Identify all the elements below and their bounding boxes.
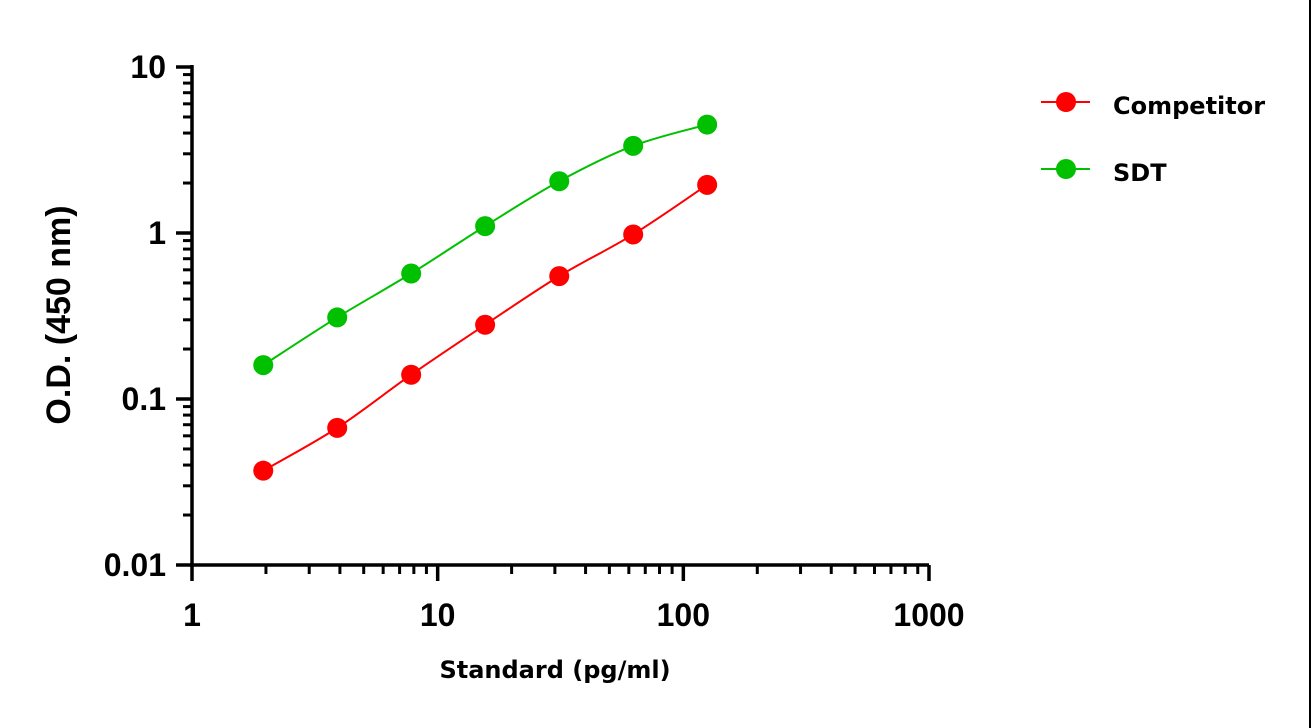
y-tick-label: 0.1 xyxy=(122,381,166,417)
data-point xyxy=(253,460,274,481)
x-tick-label: 100 xyxy=(657,597,710,633)
y-tick-label: 1 xyxy=(148,215,166,251)
series-lines xyxy=(262,123,708,472)
x-ticks: 1 10 100 1000 xyxy=(183,565,965,633)
x-tick-label: 1000 xyxy=(893,597,964,633)
data-point xyxy=(253,355,274,376)
data-point xyxy=(697,174,718,195)
data-point xyxy=(327,417,348,438)
legend: Competitor SDT xyxy=(1041,92,1265,187)
x-axis-title: Standard (pg/ml) xyxy=(439,656,670,684)
data-point xyxy=(475,314,496,335)
data-point xyxy=(401,364,422,385)
data-points xyxy=(253,114,718,481)
y-ticks: 0.01 0.1 1 10 xyxy=(104,49,192,583)
y-tick-label: 10 xyxy=(130,49,166,85)
x-tick-label: 1 xyxy=(183,597,201,633)
legend-marker xyxy=(1056,159,1076,179)
x-tick-label: 10 xyxy=(420,597,456,633)
frame-edge xyxy=(1309,0,1311,728)
y-axis-title: O.D. (450 nm) xyxy=(40,205,78,424)
legend-marker xyxy=(1056,92,1076,112)
legend-label: Competitor xyxy=(1113,92,1265,120)
legend-label: SDT xyxy=(1113,159,1167,187)
data-point xyxy=(475,216,496,237)
data-point xyxy=(549,266,570,287)
data-point xyxy=(401,263,422,284)
data-point xyxy=(623,135,644,156)
axes: 1 10 100 1000 0.01 0.1 1 10 xyxy=(104,49,965,633)
data-point xyxy=(549,171,570,192)
data-point xyxy=(327,307,348,328)
data-point xyxy=(623,224,644,245)
y-tick-label: 0.01 xyxy=(104,547,166,583)
data-point xyxy=(697,114,718,135)
